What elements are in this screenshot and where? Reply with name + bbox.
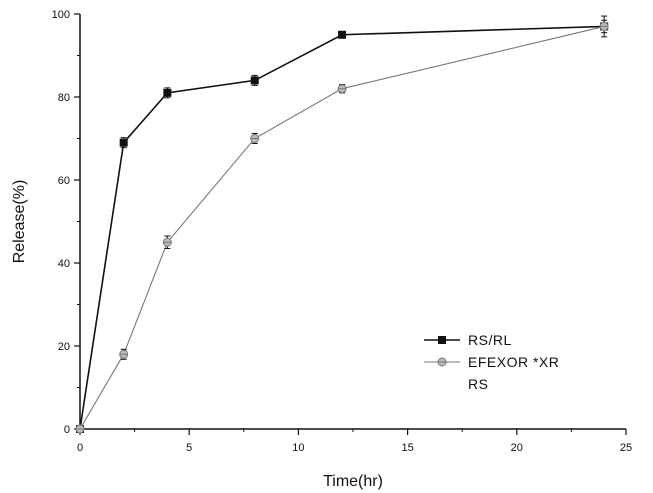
data-point (338, 30, 347, 39)
y-tick-label: 20 (58, 341, 70, 353)
legend-label: EFEXOR *XR (468, 354, 559, 370)
legend-marker (438, 336, 446, 344)
y-tick-label: 100 (52, 9, 70, 21)
x-axis-title: Time(hr) (323, 473, 383, 490)
series-0 (76, 19, 609, 433)
y-axis-title: Release(%) (11, 180, 28, 264)
axes: 0 20 40 60 80 100 0 5 10 15 20 25 (52, 9, 632, 454)
series-layer (75, 15, 609, 434)
data-point (337, 84, 347, 94)
data-point (163, 88, 172, 97)
x-tick-label: 10 (292, 442, 304, 454)
data-point (75, 424, 85, 434)
y-tick-label: 40 (58, 258, 70, 270)
data-point (119, 138, 128, 147)
series-1 (75, 15, 609, 434)
data-point (250, 76, 259, 85)
series-line (79, 25, 605, 430)
data-point (250, 134, 260, 143)
legend-marker (437, 357, 447, 367)
x-tick-label: 5 (186, 442, 192, 454)
data-point (162, 237, 172, 247)
legend-label: RS/RL (468, 332, 512, 348)
data-point (599, 21, 609, 31)
x-tick-label: 25 (620, 442, 632, 454)
y-tick-label: 80 (58, 92, 70, 104)
series-line (79, 25, 605, 430)
legend: RS/RL EFEXOR *XR RS (424, 332, 559, 392)
y-tick-label: 60 (58, 175, 70, 187)
x-tick-label: 0 (77, 442, 83, 454)
y-tick-label: 0 (64, 424, 70, 436)
legend-label: RS (468, 376, 488, 392)
data-point (119, 349, 129, 359)
x-tick-label: 15 (401, 442, 413, 454)
x-tick-label: 20 (511, 442, 523, 454)
